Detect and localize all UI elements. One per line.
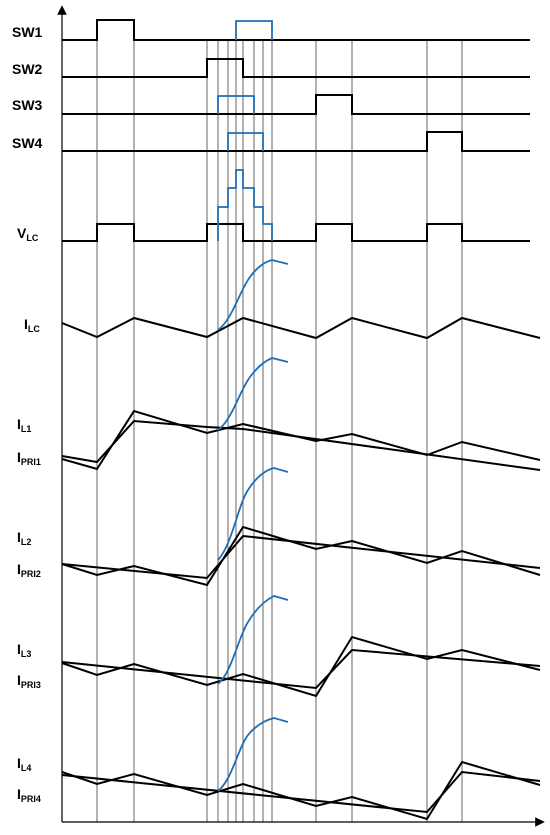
sw2-label: SW2 — [12, 61, 43, 77]
time-guides — [96, 40, 463, 822]
vlc-label: VLC — [17, 225, 39, 243]
vlc-trace — [62, 223, 530, 242]
sw4-label: SW4 — [12, 135, 43, 151]
sw1-blue-pulse — [235, 20, 273, 40]
ipri3-label: IPRI3 — [17, 672, 41, 690]
sw3-label: SW3 — [12, 97, 43, 113]
ipri4-trace — [61, 770, 541, 814]
sw4-blue-pulse — [227, 132, 264, 151]
il2-blue-curve — [217, 467, 289, 561]
il1-label: IL1 — [17, 416, 31, 434]
ipri1-label: IPRI1 — [17, 449, 41, 467]
il4-blue-curve — [217, 717, 289, 792]
il1-blue-curve — [217, 357, 289, 431]
ilc-blue-curve — [217, 259, 289, 331]
ipri3-trace — [61, 648, 541, 690]
il1-trace — [61, 409, 541, 471]
ipri2-trace — [61, 534, 541, 580]
ipri4-label: IPRI4 — [17, 786, 41, 804]
sw1-label: SW1 — [12, 24, 43, 40]
il2-label: IL2 — [17, 529, 31, 547]
il4-label: IL4 — [17, 755, 31, 773]
ilc-trace — [61, 316, 541, 340]
sw4-trace — [62, 131, 530, 152]
vlc-blue-staircase — [217, 169, 273, 241]
il3-blue-curve — [217, 595, 289, 685]
sw2-trace — [62, 58, 530, 78]
ipri1-trace — [61, 419, 541, 471]
ilc-label: ILC — [24, 316, 40, 334]
il3-label: IL3 — [17, 641, 31, 659]
sw3-blue-pulse — [217, 95, 255, 114]
sw1-trace — [62, 19, 530, 41]
ipri2-label: IPRI2 — [17, 561, 41, 579]
sw3-trace — [62, 94, 530, 115]
